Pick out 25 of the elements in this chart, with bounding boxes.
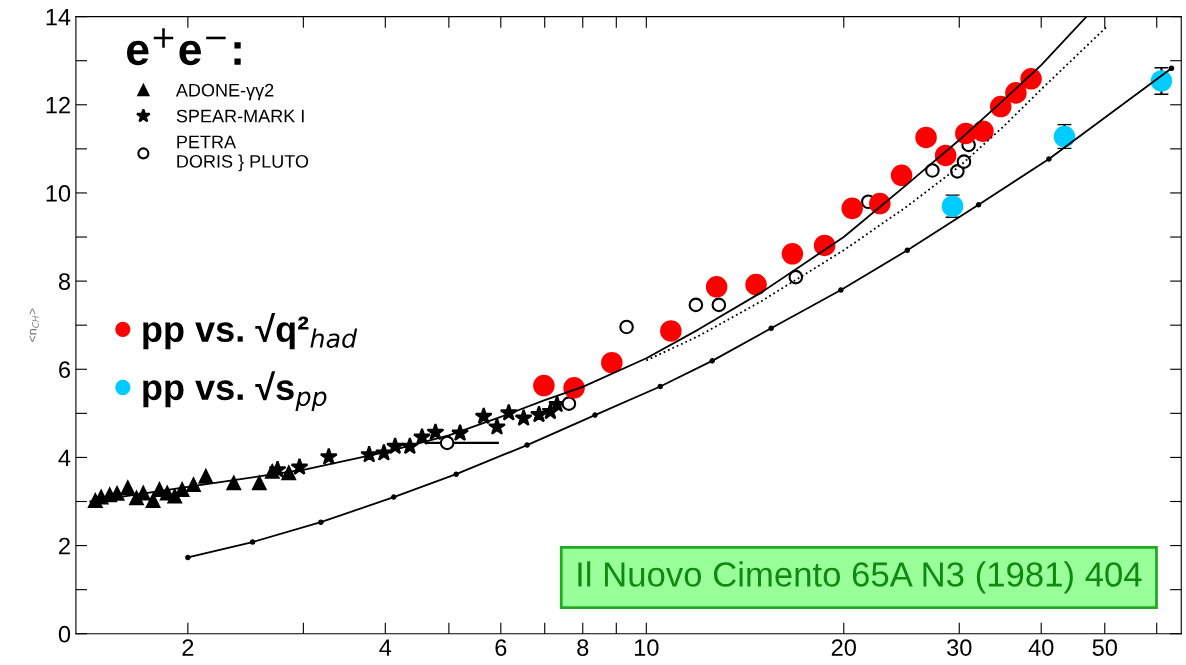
- y-tick-label: 12: [46, 96, 70, 114]
- x-tick-label: 40: [1028, 639, 1054, 656]
- y-tick-label: 0: [58, 625, 71, 643]
- x-tick-label: 6: [495, 639, 507, 656]
- x-tick-label: 10: [634, 639, 659, 656]
- y-tick-label: 10: [46, 185, 71, 202]
- x-tick-label: 20: [831, 639, 856, 656]
- y-tick-label: 14: [46, 8, 71, 26]
- x-tick-label: 4: [379, 639, 392, 656]
- legend-label: pp vs. √q²$_{had}$: [143, 313, 358, 350]
- annotation: Il Nuovo Cimento 65A N3 (1981) 404: [578, 561, 1142, 594]
- legend-label: PETRA DORIS } PLUTO: [177, 135, 309, 172]
- y-tick-label: 6: [59, 361, 71, 379]
- x-tick-label: 30: [947, 639, 972, 656]
- y-tick-label: 2: [59, 537, 70, 555]
- y-tick-label: 8: [58, 273, 71, 290]
- x-tick-label: 2: [182, 639, 194, 656]
- y-tick-label: 4: [58, 449, 71, 466]
- legend-label: ADONE-γγ2: [175, 83, 274, 101]
- x-tick-label: 8: [577, 639, 589, 656]
- y-axis-title: <n$_{CH}$>: [29, 308, 39, 342]
- legend-label: SPEAR-MARK I: [176, 109, 304, 123]
- x-tick-label: 50: [1092, 639, 1117, 656]
- legend-label: pp vs. √s$_{pp}$: [143, 371, 327, 411]
- legend-title: e$^{+}$e$^{−}$:: [127, 28, 241, 66]
